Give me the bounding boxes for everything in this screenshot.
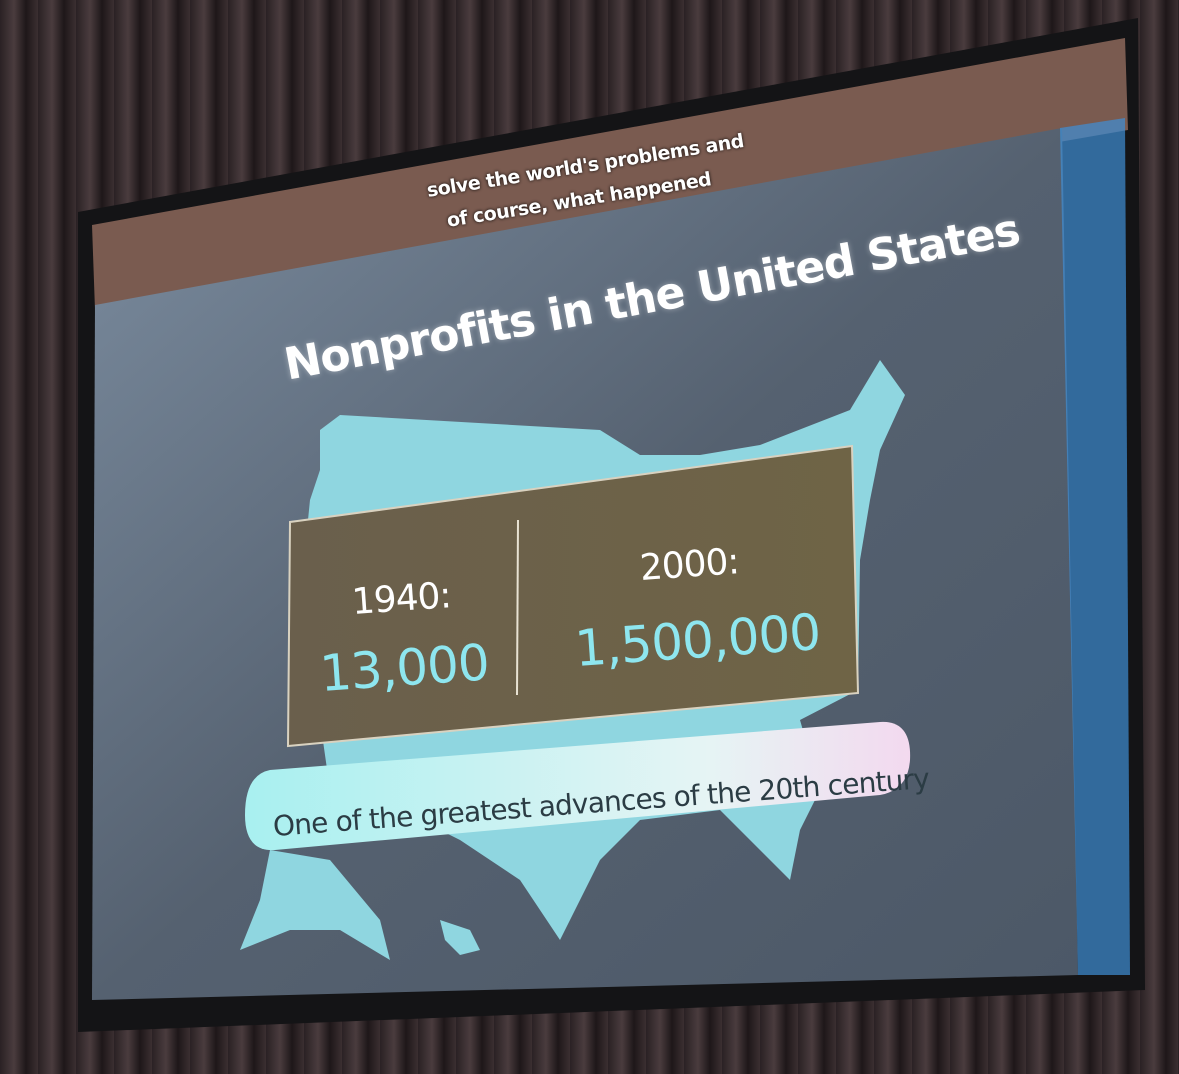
slide-edge-glow — [1060, 118, 1130, 975]
hawaii-shape — [440, 920, 480, 955]
stat-divider — [516, 519, 519, 696]
stat-year-2000: 2000: — [638, 541, 740, 589]
stat-value-1940: 13,000 — [317, 633, 491, 703]
stat-year-1940: 1940: — [350, 575, 452, 623]
alaska-shape — [240, 850, 390, 960]
screen-top-margin — [92, 38, 1128, 310]
stat-box — [286, 444, 860, 748]
tagline-pill — [245, 721, 911, 851]
